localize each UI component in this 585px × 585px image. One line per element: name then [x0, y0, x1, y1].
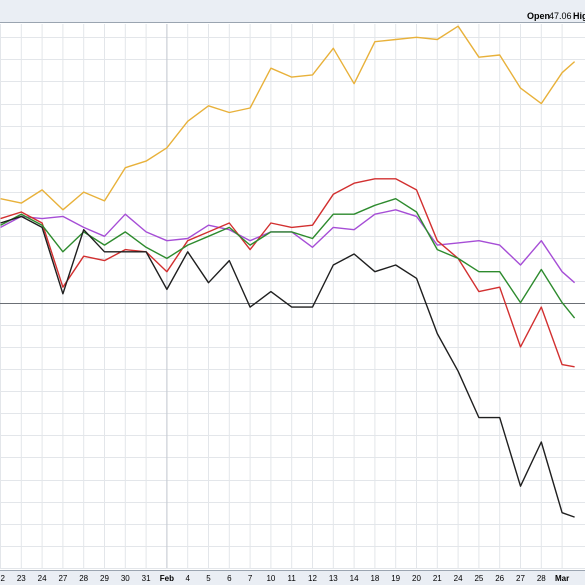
x-tick-label: 20 — [412, 574, 421, 583]
x-tick-labels: 22 23 24 27 28 29 30 31 Feb 4 5 6 7 10 11 12 13 14 18 19 20 2… — [0, 574, 569, 583]
x-tick-label: Mar — [555, 574, 569, 583]
series-line-1 — [0, 25, 576, 211]
series-line-3 — [0, 178, 575, 368]
open-value: 47.06 — [549, 11, 572, 21]
x-tick-label: 13 — [329, 574, 338, 583]
x-tick-label: 6 — [227, 574, 232, 583]
grid — [0, 24, 585, 569]
x-tick-label: Feb — [160, 574, 174, 583]
x-tick-label: 24 — [454, 574, 463, 583]
x-tick-label: 25 — [474, 574, 483, 583]
header-bar — [0, 0, 585, 22]
x-tick-label: 26 — [495, 574, 504, 583]
x-tick-label: 29 — [100, 574, 109, 583]
x-tick-label: 22 — [0, 574, 5, 583]
high-label: Hig — [573, 11, 585, 21]
x-tick-label: 12 — [308, 574, 317, 583]
x-tick-label: 21 — [433, 574, 442, 583]
x-tick-label: 24 — [38, 574, 47, 583]
header: Open 47.06 Hig — [0, 0, 585, 23]
x-tick-label: 28 — [537, 574, 546, 583]
x-tick-label: 18 — [370, 574, 379, 583]
x-axis-band — [0, 571, 585, 585]
series-line-4 — [0, 197, 576, 319]
open-label: Open — [527, 11, 550, 21]
x-tick-label: 31 — [142, 574, 151, 583]
series-line-5 — [0, 215, 575, 518]
x-tick-label: 4 — [185, 574, 190, 583]
x-tick-label: 27 — [516, 574, 525, 583]
x-tick-label: 30 — [121, 574, 130, 583]
x-tick-label: 14 — [350, 574, 359, 583]
x-tick-label: 5 — [206, 574, 211, 583]
series-lines — [0, 25, 576, 518]
x-tick-label: 7 — [248, 574, 253, 583]
x-tick-label: 27 — [58, 574, 67, 583]
x-tick-label: 23 — [17, 574, 26, 583]
x-tick-label: 28 — [79, 574, 88, 583]
x-tick-label: 19 — [391, 574, 400, 583]
x-tick-label: 11 — [288, 574, 297, 583]
x-tick-label: 10 — [266, 574, 275, 583]
x-axis: 22 23 24 27 28 29 30 31 Feb 4 5 6 7 10 11 12 13 14 18 19 20 2… — [0, 570, 585, 585]
